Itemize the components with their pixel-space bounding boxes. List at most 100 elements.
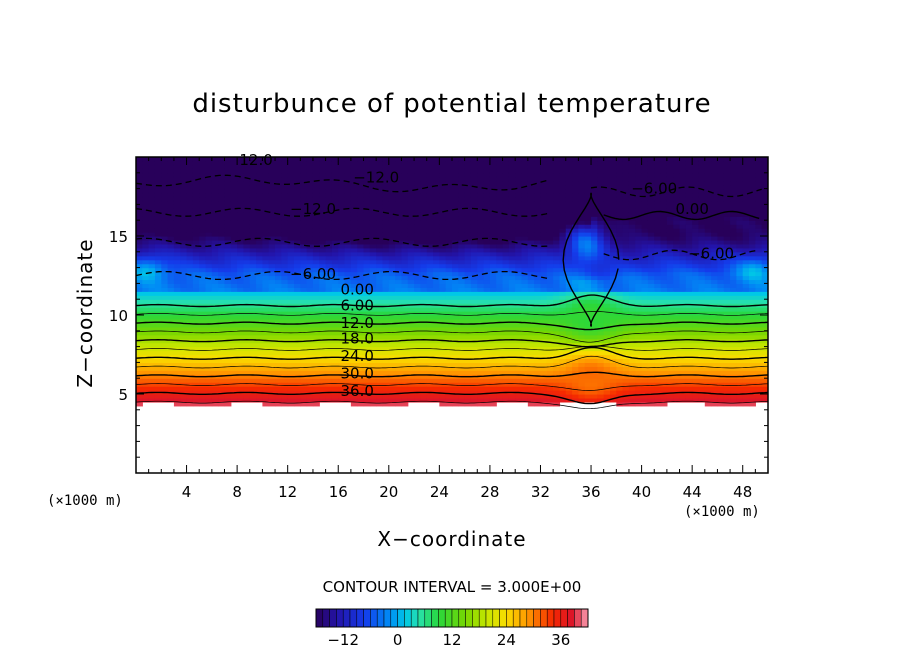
- field-cell: [388, 350, 396, 356]
- field-cell: [559, 390, 567, 395]
- field-cell: [312, 228, 320, 233]
- field-cell: [256, 263, 263, 269]
- field-cell: [407, 180, 415, 186]
- field-cell: [407, 160, 415, 166]
- field-cell: [603, 374, 611, 379]
- field-cell: [192, 366, 200, 371]
- field-cell: [635, 279, 643, 284]
- field-cell: [616, 251, 624, 257]
- field-cell: [496, 263, 504, 269]
- field-cell: [401, 204, 409, 209]
- field-cell: [584, 299, 592, 304]
- field-cell: [350, 330, 358, 336]
- field-cell: [205, 279, 213, 284]
- field-cell: [180, 378, 188, 383]
- field-cell: [338, 212, 346, 217]
- field-cell: [363, 378, 371, 383]
- field-cell: [603, 239, 611, 245]
- field-cell: [350, 322, 358, 328]
- field-cell: [502, 164, 510, 170]
- field-cell: [281, 401, 289, 407]
- field-cell: [433, 267, 440, 273]
- field-cell: [167, 259, 175, 265]
- field-cell: [294, 224, 301, 229]
- field-cell: [243, 287, 251, 292]
- field-cell: [597, 283, 605, 288]
- field-cell: [546, 236, 554, 241]
- field-cell: [420, 275, 428, 281]
- field-cell: [382, 220, 390, 225]
- field-cell: [268, 232, 276, 237]
- field-cell: [294, 200, 301, 205]
- field-cell: [142, 263, 150, 269]
- field-cell: [357, 311, 365, 316]
- field-cell: [256, 188, 263, 194]
- field-cell: [376, 196, 384, 202]
- field-cell: [294, 366, 301, 371]
- field-cell: [502, 236, 510, 241]
- field-cell: [534, 224, 542, 229]
- field-cell: [319, 378, 327, 383]
- field-cell: [300, 247, 308, 253]
- field-cell: [426, 228, 434, 233]
- field-cell: [464, 188, 472, 194]
- field-cell: [597, 334, 605, 340]
- field-cell: [395, 350, 403, 356]
- field-cell: [597, 394, 605, 399]
- field-cell: [414, 307, 421, 312]
- field-cell: [401, 232, 409, 237]
- field-cell: [584, 160, 592, 166]
- field-cell: [603, 236, 611, 241]
- field-cell: [540, 232, 548, 237]
- field-cell: [350, 358, 358, 363]
- field-cell: [205, 283, 213, 288]
- field-cell: [534, 378, 542, 383]
- field-cell: [445, 220, 453, 225]
- field-cell: [591, 397, 598, 403]
- field-cell: [553, 326, 561, 332]
- field-cell: [192, 279, 200, 284]
- field-cell: [546, 315, 554, 320]
- field-cell: [502, 342, 510, 348]
- field-cell: [553, 362, 561, 367]
- field-cell: [344, 192, 352, 198]
- field-cell: [205, 208, 213, 213]
- field-cell: [312, 291, 320, 296]
- field-cell: [154, 224, 162, 229]
- field-cell: [565, 295, 573, 300]
- field-cell: [597, 275, 605, 281]
- field-cell: [369, 346, 377, 352]
- field-cell: [521, 239, 529, 245]
- field-cell: [262, 216, 270, 221]
- field-cell: [470, 394, 478, 399]
- field-cell: [338, 291, 346, 296]
- field-cell: [199, 322, 207, 328]
- field-cell: [515, 271, 523, 277]
- field-cell: [414, 378, 421, 383]
- field-cell: [591, 291, 598, 296]
- field-cell: [357, 354, 365, 360]
- field-cell: [268, 382, 276, 387]
- field-cell: [281, 168, 289, 174]
- field-cell: [294, 283, 301, 288]
- field-cell: [230, 386, 238, 391]
- field-cell: [489, 247, 497, 253]
- field-cell: [433, 330, 440, 336]
- field-cell: [205, 259, 213, 265]
- field-cell: [565, 251, 573, 257]
- field-cell: [136, 374, 143, 379]
- field-cell: [521, 180, 529, 186]
- field-cell: [237, 157, 245, 162]
- field-cell: [281, 346, 289, 352]
- field-cell: [546, 318, 554, 324]
- field-cell: [218, 401, 226, 407]
- field-cell: [237, 322, 245, 328]
- field-cell: [331, 350, 339, 356]
- field-cell: [369, 382, 377, 387]
- field-cell: [136, 196, 143, 202]
- field-cell: [136, 176, 143, 182]
- field-cell: [344, 255, 352, 261]
- field-cell: [407, 318, 415, 324]
- field-cell: [452, 243, 459, 249]
- field-cell: [489, 188, 497, 194]
